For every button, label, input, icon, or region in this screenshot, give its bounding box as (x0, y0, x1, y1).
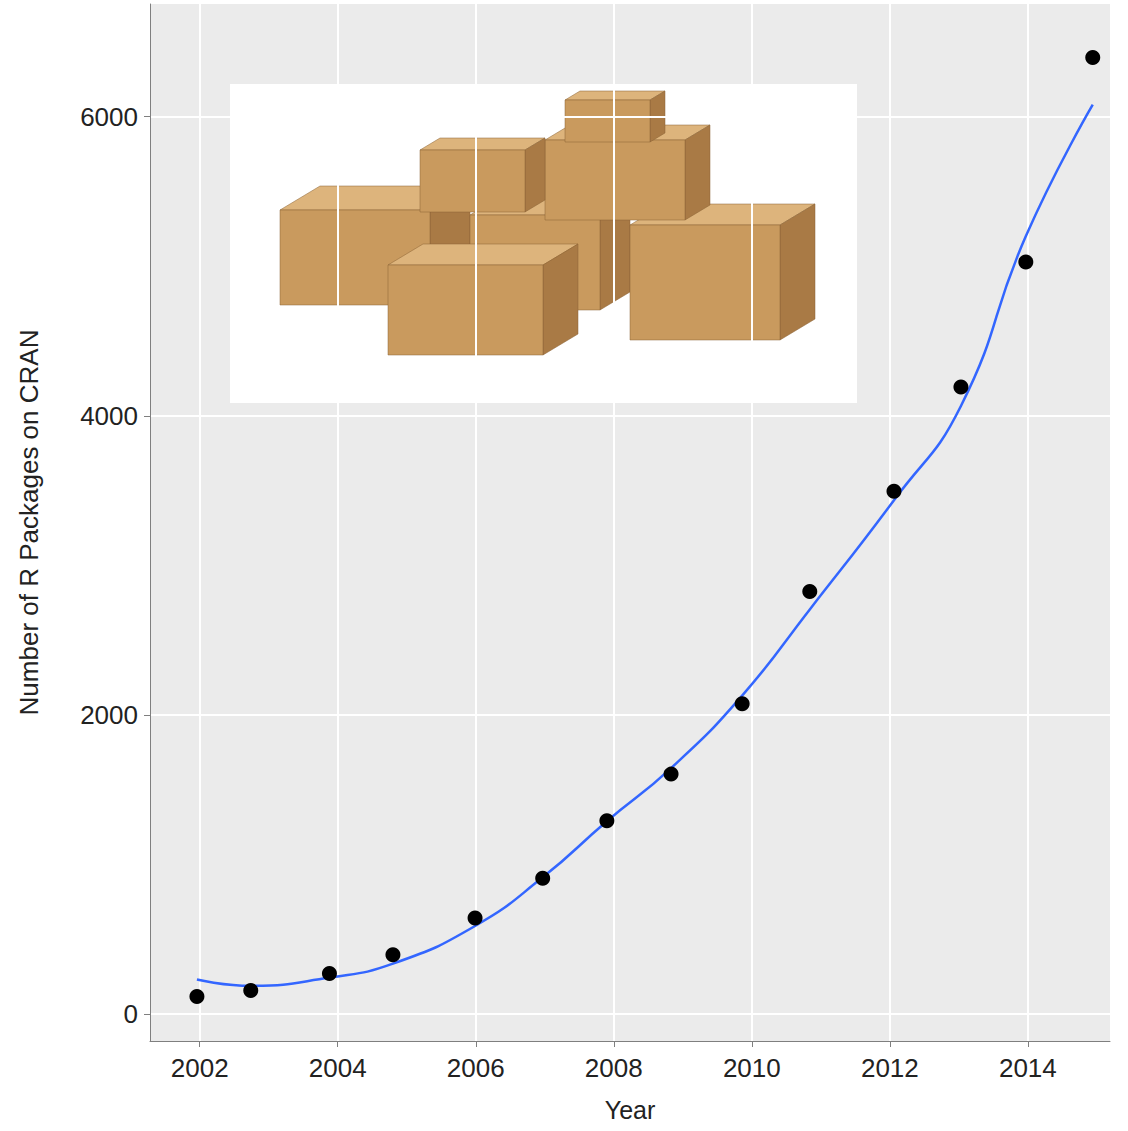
svg-text:6000: 6000 (80, 102, 138, 132)
svg-text:2014: 2014 (999, 1053, 1057, 1083)
svg-text:0: 0 (124, 999, 138, 1029)
svg-text:2012: 2012 (861, 1053, 919, 1083)
svg-text:2008: 2008 (585, 1053, 643, 1083)
svg-text:2002: 2002 (171, 1053, 229, 1083)
svg-text:2010: 2010 (723, 1053, 781, 1083)
svg-text:4000: 4000 (80, 401, 138, 431)
svg-text:2006: 2006 (447, 1053, 505, 1083)
svg-text:Number of R Packages on CRAN: Number of R Packages on CRAN (14, 330, 44, 716)
svg-text:Year: Year (605, 1096, 656, 1124)
svg-text:2000: 2000 (80, 700, 138, 730)
svg-text:2004: 2004 (309, 1053, 367, 1083)
